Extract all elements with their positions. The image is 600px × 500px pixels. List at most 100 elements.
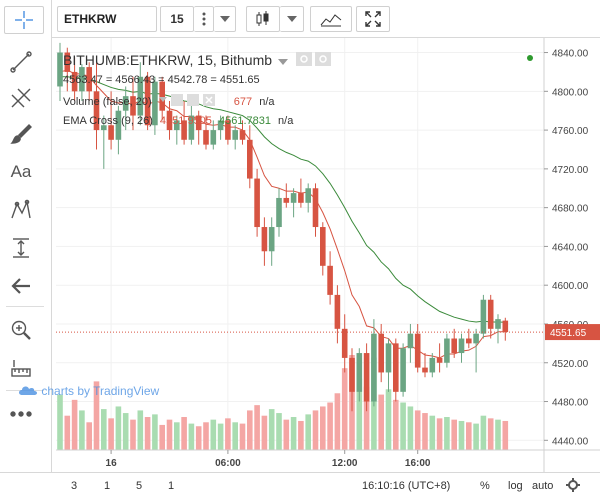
toolbar-divider [6,306,44,307]
chart-title: BITHUMB:ETHKRW, 15, Bithumb [63,52,273,68]
volume-bar [502,420,509,450]
candle-body [122,96,129,111]
ema-fast-line [59,69,506,359]
volume-bar [312,410,319,450]
candle-body [93,91,100,131]
volume-bar [276,413,282,450]
candle-body [502,320,509,333]
candle-body [210,130,217,145]
symbol-input[interactable]: ETHKRW [57,6,157,32]
volume-bar [327,402,333,450]
candle-body [283,197,290,203]
range-button-3[interactable]: 5 [136,480,143,492]
range-button-1[interactable]: 3 [71,480,78,492]
clock-time: 16:10:16 (UTC+8) [362,480,451,492]
candle-body [466,338,472,344]
volume-bar [79,410,85,450]
volume-bar [393,399,399,450]
price-tick-label: 4480.00 [552,398,589,409]
candle-body [480,299,487,334]
fullscreen-icon[interactable] [356,6,390,32]
candle-body [290,193,297,203]
watermark-text: charts by TradingView [41,384,160,398]
volume-bar [305,414,311,450]
candle-body [203,130,209,145]
pattern-icon[interactable] [6,196,36,224]
ruler-icon[interactable] [6,354,36,382]
tradingview-watermark[interactable]: charts by TradingView [18,384,159,398]
volume-bar [385,389,392,450]
candle-body [334,294,341,329]
more-icon[interactable] [6,400,36,428]
log-toggle[interactable]: log [508,480,523,492]
volume-bar [188,423,195,450]
brush-icon[interactable] [6,120,36,148]
candle-body [217,120,224,131]
interval-button[interactable]: 15 [160,6,194,32]
candle-body [115,110,122,140]
candle-body [188,115,195,140]
candle-body [356,353,363,392]
volume-bar [261,415,268,450]
volume-bar [239,423,246,450]
volume-bar [101,409,107,450]
vertical-dots-icon[interactable] [194,6,214,32]
price-tick-label: 4680.00 [552,204,589,215]
legend-chevron-icon[interactable] [277,59,288,65]
volume-bar [210,419,217,450]
candle-body [312,188,319,228]
volume-bar [458,420,465,450]
chart-type-chevron-icon[interactable] [280,6,304,32]
volume-bar [400,402,406,450]
legend-settings-icon[interactable] [295,52,332,66]
arrow-left-icon[interactable] [6,272,36,300]
candle-body [79,67,85,92]
percent-toggle[interactable]: % [480,480,490,492]
volume-bar [181,417,187,450]
candle-body [57,52,63,87]
volume-controls-icon[interactable] [158,94,227,106]
chevron-down-icon[interactable] [214,6,236,32]
zoom-icon[interactable] [6,316,36,344]
volume-bar [93,381,100,450]
auto-toggle[interactable]: auto [532,480,554,492]
volume-bar [436,418,443,450]
volume-bar [108,418,114,450]
price-tick-label: 4760.00 [552,126,589,137]
candle-body [400,348,406,392]
indicators-icon[interactable] [310,6,352,32]
volume-bar [451,419,457,450]
ema-na: n/a [278,115,294,127]
crosshair-icon[interactable] [4,6,44,34]
volume-bar [378,394,384,450]
price-tick-label: 4720.00 [552,165,589,176]
volume-bar [487,418,494,450]
candles-icon[interactable] [246,6,280,32]
measure-icon[interactable] [6,234,36,262]
candle-body [473,333,479,344]
price-chart[interactable]: 4440.004480.004520.004560.004600.004640.… [56,38,600,472]
fib-icon[interactable] [6,84,36,112]
gear-icon[interactable] [566,478,580,495]
volume-bar [473,423,479,450]
candle-body [181,120,187,140]
bottom-bar: 3 1 5 1 16:10:16 (UTC+8) % log auto [0,472,600,500]
volume-bar [130,419,136,450]
ema-label: EMA Cross (9, 26) [63,115,153,127]
text-icon[interactable]: Aa [10,162,32,181]
top-toolbar: ETHKRW 15 [0,0,600,38]
volume-bar [64,415,71,450]
volume-bar [268,409,275,450]
volume-bar [298,420,304,450]
volume-bar [495,419,501,450]
chart-pane[interactable]: 4440.004480.004520.004560.004600.004640.… [56,38,600,472]
candle-body [320,227,326,266]
range-button-4[interactable]: 1 [168,480,175,492]
volume-bar [290,417,297,450]
time-tick-label: 16 [106,458,118,469]
volume-bar [144,417,151,450]
trend-line-icon[interactable] [6,48,36,76]
ema-fast-value: 4551.9505 [159,115,212,127]
range-button-2[interactable]: 1 [104,480,111,492]
volume-bar [217,423,224,450]
